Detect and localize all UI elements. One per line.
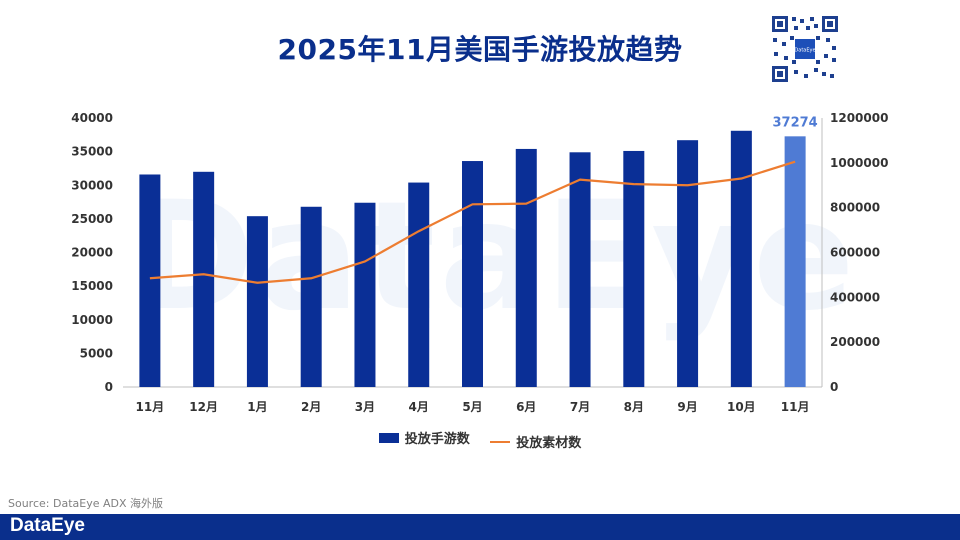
brand-logo: DataEye bbox=[10, 515, 85, 536]
y-tick-label: 20000 bbox=[71, 246, 113, 260]
x-tick-label: 2月 bbox=[301, 400, 321, 414]
legend-label-bars: 投放手游数 bbox=[404, 432, 470, 447]
x-tick-label: 4月 bbox=[409, 400, 429, 414]
x-tick-label: 3月 bbox=[355, 400, 375, 414]
x-tick-label: 1月 bbox=[247, 400, 267, 414]
y-tick-label: 25000 bbox=[71, 212, 113, 226]
bar bbox=[462, 161, 483, 387]
bar bbox=[730, 130, 752, 387]
bar bbox=[408, 182, 430, 387]
bar bbox=[784, 136, 806, 387]
legend-label-line: 投放素材数 bbox=[516, 436, 582, 451]
x-tick-label: 10月 bbox=[727, 400, 756, 414]
footer-bar: DataEye bbox=[0, 514, 960, 540]
y2-tick-label: 0 bbox=[830, 380, 838, 394]
bar bbox=[193, 171, 215, 387]
bar bbox=[623, 150, 645, 387]
y-tick-label: 40000 bbox=[71, 111, 113, 125]
y-tick-label: 15000 bbox=[71, 279, 113, 293]
y2-tick-label: 1000000 bbox=[830, 156, 888, 170]
y2-tick-label: 1200000 bbox=[830, 111, 888, 125]
y-tick-label: 35000 bbox=[71, 145, 113, 159]
legend-item-bars: 投放手游数 bbox=[378, 428, 470, 447]
bar bbox=[354, 202, 376, 387]
x-tick-label: 6月 bbox=[516, 400, 536, 414]
x-tick-label: 7月 bbox=[570, 400, 590, 414]
bar bbox=[300, 206, 322, 387]
y-tick-label: 30000 bbox=[71, 178, 113, 192]
x-tick-label: 12月 bbox=[189, 400, 218, 414]
qr-center-logo: DataEye bbox=[794, 48, 815, 54]
legend-line-swatch bbox=[490, 440, 511, 443]
x-tick-label: 9月 bbox=[677, 400, 697, 414]
y2-tick-label: 200000 bbox=[830, 335, 880, 349]
bar bbox=[246, 216, 268, 387]
bar bbox=[569, 152, 591, 387]
y2-tick-label: 800000 bbox=[830, 201, 880, 215]
bar bbox=[139, 174, 161, 387]
y-tick-label: 0 bbox=[105, 380, 113, 394]
legend-item-line: 投放素材数 bbox=[490, 432, 581, 451]
qr-code: DataEye bbox=[770, 14, 840, 84]
page-title: 2025年11月美国手游投放趋势 bbox=[277, 33, 683, 66]
legend-bar-swatch bbox=[378, 432, 399, 443]
x-tick-label: 11月 bbox=[136, 400, 165, 414]
y2-tick-label: 400000 bbox=[830, 290, 880, 304]
y-tick-label: 10000 bbox=[71, 313, 113, 327]
y2-tick-label: 600000 bbox=[830, 246, 880, 260]
bar bbox=[515, 148, 537, 387]
x-tick-label: 8月 bbox=[624, 400, 644, 414]
bar bbox=[677, 140, 699, 387]
data-label: 37274 bbox=[772, 115, 817, 130]
legend: 投放手游数 投放素材数 bbox=[0, 428, 960, 451]
x-tick-label: 11月 bbox=[781, 400, 810, 414]
x-tick-label: 5月 bbox=[462, 400, 482, 414]
source-note: Source: DataEye ADX 海外版 bbox=[8, 497, 163, 510]
y-tick-label: 5000 bbox=[80, 346, 113, 360]
